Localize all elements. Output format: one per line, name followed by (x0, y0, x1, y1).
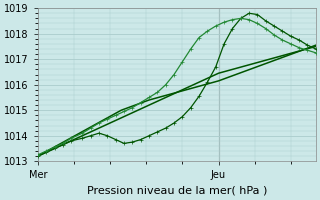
X-axis label: Pression niveau de la mer( hPa ): Pression niveau de la mer( hPa ) (87, 186, 267, 196)
